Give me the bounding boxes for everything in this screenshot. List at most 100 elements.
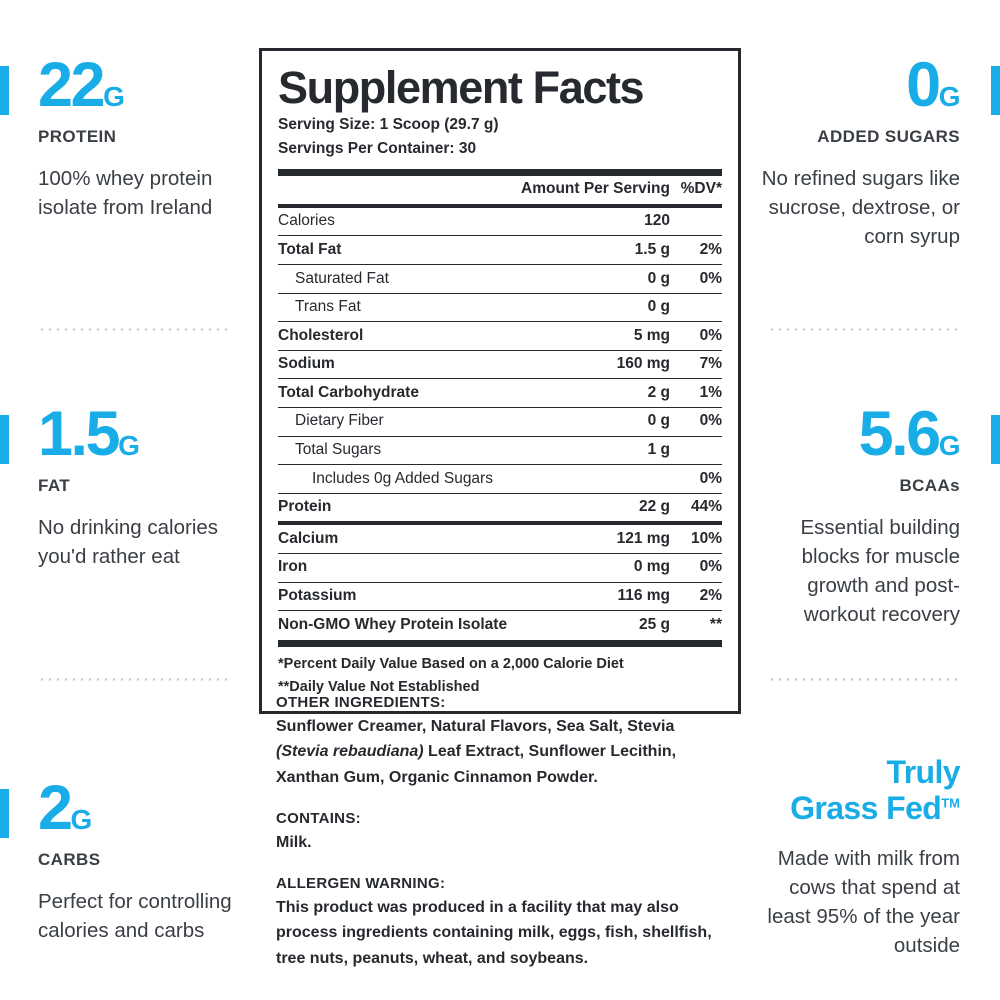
- nutrition-table: Amount Per Serving %DV* Calories 120 Tot…: [278, 175, 722, 639]
- row-amount: 121 mg: [515, 523, 670, 554]
- table-row: Sodium 160 mg 7%: [278, 350, 722, 380]
- other-ingredients-heading: OTHER INGREDIENTS:: [276, 694, 446, 711]
- accent-bar-icon: [991, 66, 1000, 115]
- ingredients-pre: Sunflower Creamer, Natural Flavors, Sea …: [276, 718, 675, 735]
- stat-desc-truly-grass-fed: Made with milk from cows that spend at l…: [767, 846, 960, 957]
- allergen-warning-body: This product was produced in a facility …: [276, 899, 712, 967]
- stat-panel-added-sugars: 0G ADDED SUGARS No refined sugars like s…: [740, 50, 1000, 251]
- row-name: Potassium: [278, 582, 516, 612]
- row-amount: 0 mg: [515, 553, 670, 583]
- row-amount: 22 g: [515, 493, 670, 526]
- panel-divider: [768, 678, 960, 681]
- rule-thick-bottom: [278, 639, 722, 647]
- row-dv: 44%: [670, 493, 722, 526]
- table-row: Iron 0 mg 0%: [278, 553, 722, 583]
- accent-bar-icon: [0, 415, 9, 464]
- stat-label-carbs: CARBS: [38, 849, 101, 869]
- stat-label-fat: FAT: [38, 475, 71, 495]
- stat-unit-bcaas: G: [938, 430, 961, 461]
- right-stats-column: 0G ADDED SUGARS No refined sugars like s…: [740, 0, 1000, 1000]
- row-name: Non-GMO Whey Protein Isolate: [278, 615, 508, 633]
- stat-value-bcaas: 5.6G: [858, 399, 961, 469]
- stat-panel-truly-grass-fed: Truly Grass FedTM Made with milk from co…: [740, 754, 1000, 960]
- stat-unit-added-sugars: G: [938, 81, 961, 112]
- ingredients-section: OTHER INGREDIENTS: Sunflower Creamer, Na…: [276, 694, 726, 971]
- stat-panel-protein: 22G PROTEIN 100% whey protein isolate fr…: [0, 50, 260, 222]
- row-dv: 0%: [670, 264, 722, 294]
- table-row: Dietary Fiber 0 g 0%: [278, 407, 722, 437]
- stat-desc-bcaas: Essential building blocks for muscle gro…: [800, 515, 960, 627]
- row-dv: 0%: [670, 321, 722, 351]
- row-name: Sodium: [278, 350, 516, 380]
- footnote-dv-not-established: **Daily Value Not Established: [278, 679, 480, 696]
- servings-per-container: Servings Per Container: 30: [278, 140, 477, 158]
- table-row: Trans Fat 0 g: [278, 293, 722, 323]
- stat-label-bcaas: BCAAs: [899, 475, 960, 495]
- row-name: Protein: [278, 493, 516, 526]
- stat-panel-fat: 1.5G FAT No drinking calories you'd rath…: [0, 399, 260, 571]
- header-amount-per-serving: Amount Per Serving: [515, 175, 670, 208]
- contains-body: Milk.: [276, 833, 312, 851]
- row-dv: 7%: [670, 350, 722, 380]
- row-amount: [515, 464, 670, 494]
- stat-value-protein: 22G: [38, 50, 125, 120]
- row-name: Total Fat: [278, 235, 516, 266]
- table-row: Total Sugars 1 g: [278, 436, 722, 466]
- row-dv: 10%: [670, 523, 722, 554]
- other-ingredients-body: Sunflower Creamer, Natural Flavors, Sea …: [276, 714, 726, 790]
- stat-panel-bcaas: 5.6G BCAAs Essential building blocks for…: [740, 399, 1000, 629]
- row-dv: 0%: [670, 464, 722, 494]
- row-amount: 0 g: [515, 407, 670, 437]
- table-row: Total Carbohydrate 2 g 1%: [278, 378, 722, 408]
- stat-value-added-sugars: 0G: [906, 50, 961, 120]
- stat-desc-carbs: Perfect for controlling calories and car…: [38, 889, 232, 943]
- left-stats-column: 22G PROTEIN 100% whey protein isolate fr…: [0, 0, 260, 1000]
- row-name: Includes 0g Added Sugars: [278, 464, 516, 494]
- row-name: Total Sugars: [278, 436, 516, 466]
- stat-unit-carbs: G: [70, 804, 93, 835]
- contains-heading: CONTAINS:: [276, 809, 361, 827]
- stat-label-protein: PROTEIN: [38, 126, 117, 146]
- row-amount: 0 g: [515, 293, 670, 323]
- ingredients-post: Leaf Extract, Sunflower Lecithin, Xantha…: [276, 743, 677, 786]
- stat-unit-protein: G: [103, 81, 125, 112]
- row-name: Trans Fat: [278, 293, 516, 323]
- row-amount: 1 g: [515, 436, 670, 466]
- row-name: Calcium: [278, 523, 516, 554]
- allergen-warning-heading: ALLERGEN WARNING:: [276, 875, 446, 893]
- row-amount: 5 mg: [515, 321, 670, 351]
- table-row: Includes 0g Added Sugars 0%: [278, 464, 722, 494]
- header-dv: %DV*: [670, 175, 722, 208]
- table-row: Potassium 116 mg 2%: [278, 582, 722, 612]
- accent-bar-icon: [991, 415, 1000, 464]
- row-amount: 160 mg: [515, 350, 670, 380]
- table-row: Saturated Fat 0 g 0%: [278, 264, 722, 294]
- row-dv: 2%: [670, 235, 722, 266]
- row-amount: 2 g: [515, 378, 670, 408]
- table-row: Total Fat 1.5 g 2%: [278, 235, 722, 266]
- row-name: Calories: [278, 205, 516, 237]
- panel-divider: [38, 328, 232, 331]
- row-amount: 116 mg: [515, 582, 670, 612]
- panel-divider: [38, 678, 232, 681]
- table-row: Cholesterol 5 mg 0%: [278, 321, 722, 351]
- stat-desc-protein: 100% whey protein isolate from Ireland: [38, 166, 213, 220]
- row-name: Saturated Fat: [278, 264, 516, 294]
- row-amount: 25 g: [638, 615, 670, 633]
- table-header-row: Amount Per Serving %DV*: [278, 175, 722, 208]
- serving-size: Serving Size: 1 Scoop (29.7 g): [278, 115, 499, 133]
- spacer: [276, 855, 726, 875]
- row-dv: [670, 205, 722, 237]
- row-name: Cholesterol: [278, 321, 516, 351]
- row-dv: [670, 436, 722, 466]
- footnote-percent-daily-value: *Percent Daily Value Based on a 2,000 Ca…: [278, 655, 624, 672]
- stat-desc-added-sugars: No refined sugars like sucrose, dextrose…: [761, 166, 960, 249]
- table-row: Non-GMO Whey Protein Isolate 25 g **: [278, 611, 722, 639]
- row-dv: 0%: [670, 407, 722, 437]
- stat-value-fat: 1.5G: [38, 399, 140, 469]
- trademark-symbol: TM: [941, 795, 960, 811]
- stat-unit-fat: G: [118, 430, 140, 461]
- row-amount: 120: [515, 205, 670, 237]
- row-dv: 0%: [670, 553, 722, 583]
